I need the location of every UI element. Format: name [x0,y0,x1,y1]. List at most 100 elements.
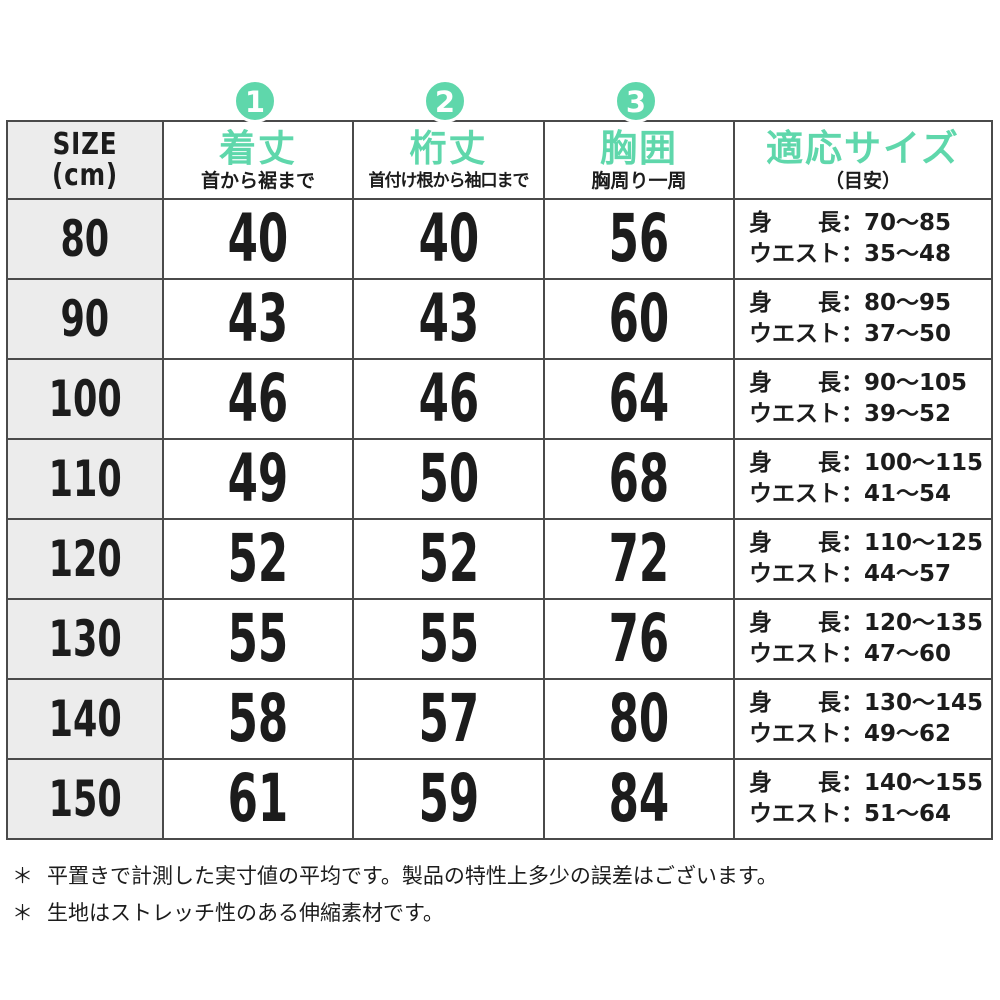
fit-height-line: 身 長：70〜85 [749,210,952,236]
chest-value: 64 [608,360,670,437]
fit-height-line: 身 長：90〜105 [749,370,968,396]
body-length-title: 着丈 [219,126,297,170]
chest-cell: 80 [543,678,735,760]
fit-size-cell: 身 長：110〜125 ウエスト：44〜57 [733,518,993,600]
table-row: 120 52 52 72 身 長：110〜125 ウエスト：44〜57 [6,518,993,600]
size-value: 120 [48,530,122,588]
size-cell: 120 [6,518,164,600]
size-cell: 90 [6,278,164,360]
fit-height-line: 身 長：80〜95 [749,290,952,316]
fit-waist-line: ウエスト：44〜57 [749,561,952,587]
fit-size-cell: 身 長：80〜95 ウエスト：37〜50 [733,278,993,360]
body-length-cell: 55 [162,598,354,680]
sleeve-length-cell: 55 [352,598,545,680]
sleeve-length-value: 55 [418,600,479,677]
fit-size-header-cell: 適応サイズ （目安） [733,120,993,200]
fit-waist-line: ウエスト：41〜54 [749,481,952,507]
size-value: 140 [48,690,122,748]
body-length-header-cell: 着丈 首から裾まで [162,120,354,200]
body-length-cell: 49 [162,438,354,520]
chest-value: 56 [608,200,670,277]
sleeve-length-cell: 59 [352,758,545,840]
circled-number-1-badge: 1 [233,79,277,123]
body-length-value: 40 [227,200,289,277]
size-value: 150 [48,770,122,828]
size-value: 100 [48,370,122,428]
chest-value: 72 [608,520,670,597]
body-length-subtitle: 首から裾まで [200,169,315,192]
body-length-cell: 61 [162,758,354,840]
table-row: 130 55 55 76 身 長：120〜135 ウエスト：47〜60 [6,598,993,680]
sleeve-length-value: 59 [418,760,479,837]
fit-height-line: 身 長：110〜125 [749,530,984,556]
size-cell: 110 [6,438,164,520]
footnote-fabric: ＊ 生地はストレッチ性のある伸縮素材です。 [12,898,778,928]
sleeve-length-cell: 43 [352,278,545,360]
sleeve-length-cell: 40 [352,198,545,280]
sleeve-length-header-cell: 桁丈 首付け根から袖口まで [352,120,545,200]
footnote-text: 平置きで計測した実寸値の平均です。製品の特性上多少の誤差はございます。 [47,864,778,888]
chest-cell: 84 [543,758,735,840]
sleeve-length-subtitle: 首付け根から袖口まで [368,170,530,191]
fit-waist-line: ウエスト：47〜60 [749,641,952,667]
size-value: 90 [60,290,110,348]
fit-size-cell: 身 長：140〜155 ウエスト：51〜64 [733,758,993,840]
fit-size-cell: 身 長：90〜105 ウエスト：39〜52 [733,358,993,440]
chest-subtitle: 胸周り一周 [591,169,687,192]
chest-cell: 56 [543,198,735,280]
sleeve-length-cell: 52 [352,518,545,600]
chest-cell: 64 [543,358,735,440]
footnotes: ＊ 平置きで計測した実寸値の平均です。製品の特性上多少の誤差はございます。 ＊ 生地… [12,861,778,935]
sleeve-length-value: 57 [418,680,479,757]
size-value: 110 [48,450,122,508]
fit-size-subtitle: （目安） [824,169,901,192]
sleeve-length-value: 46 [418,360,479,437]
body-length-value: 55 [227,600,289,677]
fit-size-cell: 身 長：120〜135 ウエスト：47〜60 [733,598,993,680]
body-length-value: 43 [227,280,289,357]
sleeve-length-value: 50 [418,440,479,517]
table-row: 140 58 57 80 身 長：130〜145 ウエスト：49〜62 [6,678,993,760]
size-cell: 80 [6,198,164,280]
fit-size-cell: 身 長：130〜145 ウエスト：49〜62 [733,678,993,760]
fit-height-line: 身 長：100〜115 [749,450,984,476]
table-row: 110 49 50 68 身 長：100〜115 ウエスト：41〜54 [6,438,993,520]
fit-waist-line: ウエスト：39〜52 [749,401,952,427]
body-length-value: 58 [227,680,289,757]
chest-value: 80 [608,680,670,757]
sleeve-length-cell: 50 [352,438,545,520]
body-length-value: 46 [227,360,289,437]
fit-waist-line: ウエスト：51〜64 [749,801,952,827]
table-row: 80 40 40 56 身 長：70〜85 ウエスト：35〜48 [6,198,993,280]
fit-size-title: 適応サイズ [766,126,960,170]
sleeve-length-value: 52 [418,520,479,597]
chest-header-cell: 胸囲 胸周り一周 [543,120,735,200]
chest-cell: 68 [543,438,735,520]
asterisk-mark: ＊ [12,901,33,925]
fit-waist-line: ウエスト：37〜50 [749,321,952,347]
asterisk-mark: ＊ [12,864,33,888]
size-value: 80 [60,210,110,268]
fit-waist-line: ウエスト：35〜48 [749,241,952,267]
footnote-measurement: ＊ 平置きで計測した実寸値の平均です。製品の特性上多少の誤差はございます。 [12,861,778,891]
size-header-line1: SIZE [52,127,118,162]
circled-number-2-badge: 2 [423,79,467,123]
chest-value: 60 [608,280,670,357]
sleeve-length-title: 桁丈 [409,126,488,170]
table-row: 100 46 46 64 身 長：90〜105 ウエスト：39〜52 [6,358,993,440]
fit-size-cell: 身 長：70〜85 ウエスト：35〜48 [733,198,993,280]
size-cell: 130 [6,598,164,680]
body-length-value: 61 [227,760,289,837]
chest-value: 84 [608,760,670,837]
size-value: 130 [48,610,122,668]
sleeve-length-cell: 57 [352,678,545,760]
table-row: 90 43 43 60 身 長：80〜95 ウエスト：37〜50 [6,278,993,360]
fit-waist-line: ウエスト：49〜62 [749,721,952,747]
body-length-value: 49 [227,440,289,517]
chest-value: 68 [608,440,670,517]
body-length-cell: 58 [162,678,354,760]
sleeve-length-value: 40 [418,200,479,277]
body-length-cell: 52 [162,518,354,600]
chest-title: 胸囲 [600,126,678,170]
